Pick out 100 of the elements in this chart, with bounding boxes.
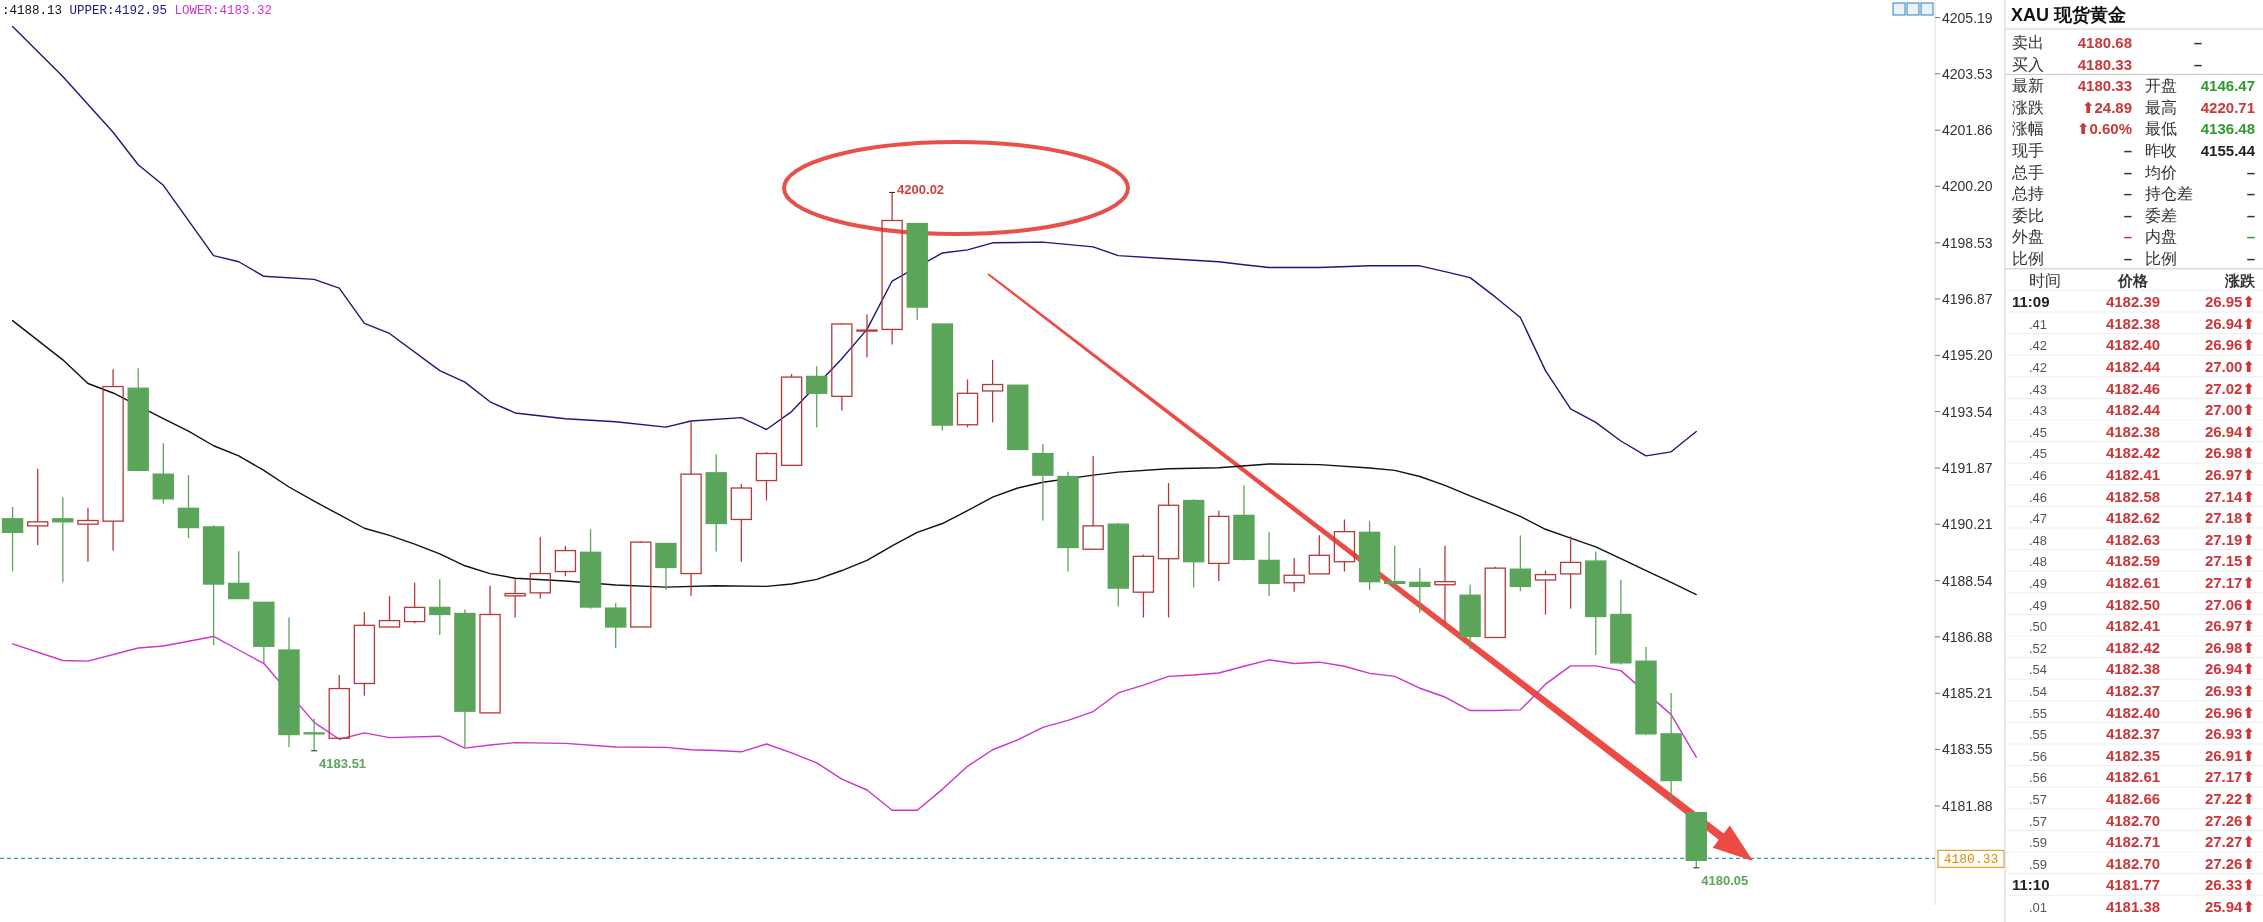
y-tick-label: 4185.21: [1942, 685, 1993, 702]
text: 4182.61: [2105, 574, 2161, 591]
text: –: [2123, 163, 2132, 181]
text: 26.95⬆: [2204, 293, 2255, 311]
y-tick-label: 4186.88: [1942, 628, 1993, 645]
text: 4182.58: [2105, 487, 2161, 505]
y-tick-label: 4198.53: [1942, 234, 1993, 251]
text: 26.97⬆: [2204, 617, 2255, 635]
line-series: [11, 25, 1697, 457]
text: 27.00⬆: [2204, 358, 2255, 375]
text: 4180.68: [2077, 34, 2132, 51]
text: .55: [2029, 727, 2048, 743]
text: 4182.71: [2105, 833, 2161, 851]
text: 27.00⬆: [2204, 401, 2255, 419]
text: .43: [2029, 381, 2048, 397]
text: –: [2193, 34, 2203, 51]
text: 4182.41: [2105, 466, 2161, 483]
text: 4182.61: [2105, 768, 2161, 786]
text: –: [2123, 250, 2132, 267]
y-tick-label: 4201.86: [1942, 122, 1993, 139]
text: 比例: [2012, 250, 2044, 267]
text: 4182.38: [2105, 422, 2161, 440]
y-tick-label: 4191.87: [1942, 460, 1993, 477]
text: 26.97⬆: [2204, 466, 2255, 483]
text: 4180.33: [2077, 55, 2132, 73]
text: ⬆24.89: [2081, 98, 2132, 116]
text: –: [2193, 55, 2203, 73]
text: .47: [2029, 511, 2048, 527]
text: 27.14⬆: [2204, 487, 2255, 505]
text: 4181.38: [2105, 898, 2161, 915]
text: 最低: [2145, 120, 2177, 138]
text: 26.93⬆: [2204, 725, 2255, 743]
text: 4182.40: [2105, 703, 2161, 721]
text: 4182.42: [2105, 444, 2161, 462]
text: .42: [2029, 360, 2048, 375]
text: 4182.70: [2105, 811, 2161, 829]
annotation: 4183.51: [319, 755, 367, 771]
text: 27.06⬆: [2204, 595, 2255, 613]
text: 4182.40: [2105, 336, 2161, 354]
text: –: [2246, 228, 2255, 246]
line-series: [11, 319, 1697, 596]
annotation: 4180.05: [1701, 872, 1749, 888]
text: .45: [2029, 424, 2048, 440]
y-tick-label: 4205.19: [1942, 9, 1993, 26]
text: .59: [2029, 835, 2048, 851]
text: XAU 现货黄金: [2011, 5, 2127, 25]
text: 4182.39: [2105, 293, 2161, 311]
text: 4146.47: [2200, 77, 2255, 95]
text: .54: [2029, 684, 2048, 699]
y-tick-label: 4193.54: [1942, 403, 1993, 420]
text: 4182.42: [2105, 638, 2161, 656]
y-tick-label: 4196.87: [1942, 290, 1993, 307]
text: 11:10: [2012, 876, 2050, 894]
y-tick-label: 4181.88: [1942, 797, 1993, 814]
text: .57: [2029, 813, 2048, 829]
text: 4182.37: [2105, 682, 2161, 699]
y-tick-label: 4188.54: [1942, 572, 1993, 589]
text: .49: [2029, 576, 2048, 591]
text: 现手: [2012, 142, 2044, 159]
text: 比例: [2145, 250, 2177, 267]
text: 26.94⬆: [2204, 660, 2255, 678]
text: .49: [2029, 597, 2048, 613]
text: 4181.77: [2105, 876, 2161, 894]
text: 总持: [2012, 185, 2044, 203]
text: –: [2246, 185, 2255, 203]
line-series: [11, 635, 1697, 812]
text: 4182.63: [2105, 530, 2161, 548]
text: 开盘: [2145, 77, 2177, 95]
text: 4182.66: [2105, 790, 2161, 807]
text: 27.18⬆: [2204, 509, 2255, 527]
annotation: 4200.02: [897, 182, 945, 198]
text: 4182.37: [2105, 725, 2161, 743]
text: 4182.44: [2105, 401, 2161, 419]
text: 27.15⬆: [2204, 552, 2255, 570]
text: 4182.62: [2105, 509, 2161, 527]
text: .43: [2029, 403, 2048, 419]
text: 4182.41: [2105, 617, 2161, 635]
y-tick-label: 4200.20: [1942, 178, 1993, 195]
text: 涨跌: [2225, 271, 2255, 289]
text: 26.98⬆: [2204, 638, 2255, 656]
text: 4182.38: [2105, 660, 2161, 678]
text: 27.17⬆: [2204, 768, 2255, 786]
text: –: [2123, 185, 2132, 203]
text: 外盘: [2012, 228, 2044, 246]
text: 4182.70: [2105, 854, 2161, 872]
text: –: [2123, 206, 2132, 224]
text: –: [2123, 228, 2132, 246]
text: 27.17⬆: [2204, 574, 2255, 591]
text: 25.94⬆: [2204, 898, 2255, 915]
text: 27.26⬆: [2204, 811, 2255, 829]
y-tick-label: 4203.53: [1942, 65, 1993, 82]
text: 11:09: [2012, 293, 2050, 311]
text: .01: [2029, 900, 2048, 915]
y-tick-label: 4190.21: [1942, 516, 1993, 533]
text: 26.98⬆: [2204, 444, 2255, 462]
text: 27.27⬆: [2204, 833, 2255, 851]
text: –: [2246, 163, 2255, 181]
text: 26.96⬆: [2204, 336, 2255, 354]
text: 27.22⬆: [2204, 790, 2255, 807]
text: 26.96⬆: [2204, 703, 2255, 721]
